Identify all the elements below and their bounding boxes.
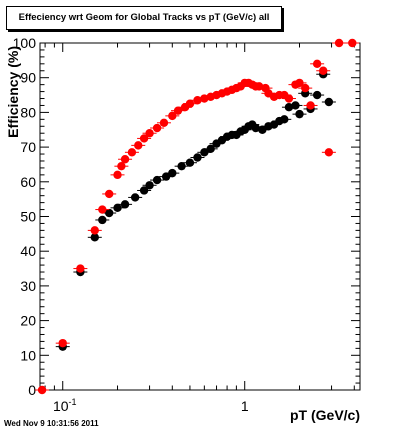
data-point — [152, 123, 162, 133]
data-point — [168, 168, 177, 178]
data-point — [324, 148, 334, 157]
y-tick-label: 0 — [28, 382, 36, 398]
data-point — [324, 97, 334, 107]
y-tick-label: 20 — [20, 313, 36, 329]
series-1 — [35, 38, 360, 395]
y-tick-label: 60 — [20, 174, 36, 190]
title-box: Effeciency wrt Geom for Global Tracks vs… — [6, 6, 282, 30]
y-tick-label: 40 — [20, 243, 36, 259]
data-point — [206, 144, 215, 154]
data-point — [134, 141, 143, 150]
data-point — [139, 186, 149, 195]
data-point — [104, 208, 114, 218]
data-point — [90, 226, 99, 235]
data-point — [284, 94, 294, 103]
data-point — [334, 38, 344, 48]
data-point — [173, 106, 183, 115]
data-point — [120, 200, 130, 209]
data-point — [348, 38, 357, 48]
data-point — [113, 170, 122, 180]
data-point — [185, 99, 195, 108]
data-point — [127, 148, 137, 157]
timestamp: Wed Nov 9 10:31:56 2011 — [4, 419, 99, 428]
y-tick-label: 10 — [20, 347, 36, 363]
data-point — [113, 203, 122, 213]
y-tick-label: 30 — [20, 278, 36, 294]
data-point — [258, 125, 267, 134]
data-point — [117, 161, 126, 171]
y-tick-label: 90 — [20, 70, 36, 86]
y-tick-label: 100 — [13, 35, 37, 51]
data-point — [301, 83, 310, 93]
chart-title: Effeciency wrt Geom for Global Tracks vs… — [18, 12, 270, 23]
data-point — [200, 148, 209, 157]
data-point — [306, 101, 315, 110]
data-point — [295, 78, 304, 88]
data-point — [295, 109, 304, 119]
data-point — [76, 264, 85, 273]
data-point — [120, 155, 130, 164]
y-tick-label: 70 — [20, 139, 36, 155]
data-point — [319, 66, 328, 75]
x-axis-label: pT (GeV/c) — [290, 407, 360, 423]
data-point — [37, 385, 47, 395]
data-point — [291, 101, 300, 110]
data-point — [185, 158, 195, 167]
data-point — [139, 134, 149, 143]
data-point — [168, 111, 177, 121]
data-point — [312, 59, 322, 69]
data-point — [145, 181, 154, 190]
data-point — [312, 90, 322, 100]
x-tick-label: 1 — [241, 398, 249, 414]
data-point — [159, 118, 169, 128]
data-point — [90, 233, 99, 242]
data-point — [280, 115, 289, 124]
data-point — [104, 189, 114, 199]
data-point — [130, 193, 140, 202]
data-point — [193, 153, 202, 162]
series-0 — [55, 70, 336, 351]
data-point — [152, 175, 162, 185]
data-point — [58, 338, 67, 348]
data-point — [98, 215, 107, 225]
y-tick-label: 50 — [20, 209, 36, 225]
data-point — [98, 205, 107, 214]
data-point — [161, 172, 171, 181]
x-tick-label: 10-1 — [53, 397, 77, 414]
data-point — [177, 161, 186, 171]
y-axis-label: Efficiency (%) — [5, 46, 21, 138]
data-point — [145, 129, 154, 138]
y-tick-label: 80 — [20, 104, 36, 120]
